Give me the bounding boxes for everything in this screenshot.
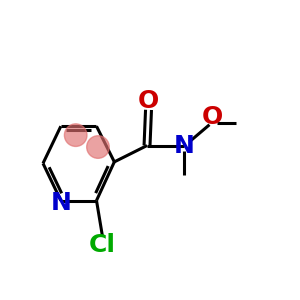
Text: O: O: [138, 89, 159, 113]
Text: O: O: [202, 105, 223, 129]
Text: N: N: [174, 134, 195, 158]
Text: Cl: Cl: [89, 232, 116, 256]
Text: N: N: [50, 191, 71, 215]
Circle shape: [87, 136, 109, 158]
Circle shape: [64, 124, 87, 146]
